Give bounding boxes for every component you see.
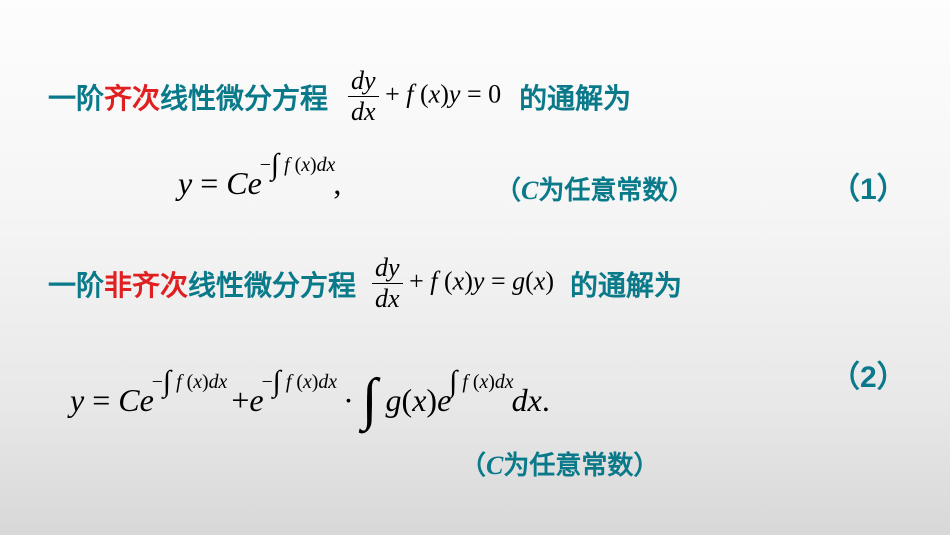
constant-note-2: （C为任意常数） (460, 445, 659, 482)
text-first-order-1: 一阶 (48, 77, 104, 117)
nonhomogeneous-header-line: 一阶 非齐次 线性微分方程 dy dx + f (x)y = g(x) 的通解为 (48, 255, 682, 312)
text-linear-ode-1: 线性微分方程 (160, 77, 328, 117)
text-general-solution-1: 的通解为 (519, 77, 631, 117)
nonhomogeneous-solution: y = Ce −∫ f (x)dx +e −∫ f (x)dx · ∫ g(x)… (70, 360, 550, 425)
text-first-order-2: 一阶 (48, 264, 104, 304)
text-homogeneous: 齐次 (104, 77, 160, 117)
equation-number-1: （1） (830, 164, 907, 208)
homogeneous-solution: y = Ce −∫ f (x)dx , (178, 165, 341, 202)
constant-note-1: （C为任意常数） (495, 170, 694, 207)
text-general-solution-2: 的通解为 (570, 264, 682, 304)
equation-number-2: （2） (830, 352, 907, 396)
text-nonhomogeneous: 非齐次 (104, 264, 188, 304)
homogeneous-equation: dy dx + f (x)y = 0 (348, 68, 501, 125)
text-linear-ode-2: 线性微分方程 (188, 264, 356, 304)
nonhomogeneous-equation: dy dx + f (x)y = g(x) (372, 255, 554, 312)
homogeneous-header-line: 一阶 齐次 线性微分方程 dy dx + f (x)y = 0 的通解为 (48, 68, 631, 125)
